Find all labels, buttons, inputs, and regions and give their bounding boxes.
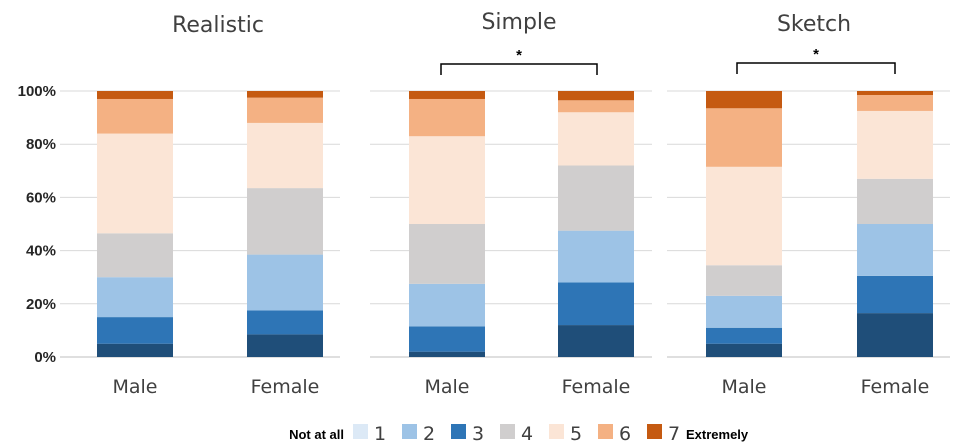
bar-segment-simple-female-5 <box>558 165 634 231</box>
legend-swatch-1 <box>353 424 368 439</box>
bar-segment-simple-female-3 <box>558 282 634 326</box>
y-tick-label: 60% <box>26 189 56 206</box>
legend-label-4: 4 <box>521 423 533 445</box>
bar-segment-realistic-female-7 <box>247 97 323 123</box>
bar-segment-simple-male-5 <box>409 224 485 284</box>
category-label-realistic-female: Female <box>251 376 320 398</box>
category-label-simple-female: Female <box>562 376 631 398</box>
bar-segment-simple-female-2 <box>558 325 634 357</box>
y-tick-label: 0% <box>34 349 56 366</box>
bar-segment-sketch-female-4 <box>857 224 933 276</box>
significance-marker-simple: * <box>516 47 522 64</box>
bar-segment-simple-male-3 <box>409 326 485 352</box>
bar-segment-sketch-female-5 <box>857 178 933 224</box>
bar-segment-realistic-male-7 <box>97 98 173 134</box>
category-label-realistic-male: Male <box>112 376 157 398</box>
bar-segment-sketch-male-2 <box>706 343 782 357</box>
bar-segment-simple-male-8 <box>409 91 485 99</box>
bar-layer <box>97 91 933 357</box>
legend-label-7: 7 <box>668 423 680 445</box>
bar-segment-realistic-female-3 <box>247 310 323 335</box>
category-label-sketch-female: Female <box>861 376 930 398</box>
significance-bracket-sketch: * <box>736 46 896 74</box>
legend-swatch-2 <box>402 424 417 439</box>
bar-segment-sketch-female-7 <box>857 94 933 111</box>
legend-label-6: 6 <box>619 423 631 445</box>
panel-title-realistic: Realistic <box>172 13 264 38</box>
y-tick-label: 100% <box>18 83 56 100</box>
significance-marker-sketch: * <box>813 46 819 63</box>
bar-segment-sketch-male-8 <box>706 91 782 109</box>
legend-swatch-4 <box>500 424 515 439</box>
y-tick-label: 80% <box>26 136 56 153</box>
bar-segment-realistic-female-8 <box>247 91 323 98</box>
legend-swatch-6 <box>598 424 613 439</box>
bar-segment-realistic-male-3 <box>97 317 173 344</box>
bar-segment-realistic-male-4 <box>97 277 173 318</box>
bar-segment-realistic-female-2 <box>247 334 323 357</box>
bar-segment-sketch-female-3 <box>857 275 933 314</box>
bar-segment-realistic-female-6 <box>247 122 323 189</box>
panel-title-sketch: Sketch <box>777 12 851 37</box>
legend: Not at all 1 2 3 4 5 6 7 Extremely <box>289 423 749 445</box>
legend-end-label: Extremely <box>686 427 749 442</box>
legend-start-label: Not at all <box>289 427 344 442</box>
bar-segment-simple-male-4 <box>409 283 485 327</box>
bar-segment-realistic-male-5 <box>97 233 173 278</box>
bar-segment-simple-female-6 <box>558 112 634 166</box>
bar-segment-simple-male-6 <box>409 136 485 224</box>
bar-segment-sketch-female-8 <box>857 91 933 95</box>
category-label-sketch-male: Male <box>721 376 766 398</box>
bar-segment-sketch-female-6 <box>857 110 933 179</box>
bar-segment-realistic-female-4 <box>247 254 323 311</box>
panel-title-simple: Simple <box>481 10 556 35</box>
bar-segment-realistic-male-8 <box>97 91 173 99</box>
bar-segment-simple-male-2 <box>409 351 485 357</box>
bar-segment-sketch-male-3 <box>706 327 782 344</box>
bar-segment-simple-female-8 <box>558 91 634 101</box>
bar-segment-realistic-female-5 <box>247 188 323 255</box>
bar-segment-realistic-male-6 <box>97 133 173 234</box>
legend-label-2: 2 <box>423 423 435 445</box>
bar-segment-simple-female-7 <box>558 100 634 113</box>
bar-segment-sketch-male-5 <box>706 265 782 296</box>
bar-segment-simple-male-7 <box>409 98 485 137</box>
legend-swatch-7 <box>647 424 662 439</box>
y-tick-label: 20% <box>26 296 56 313</box>
bar-segment-sketch-male-7 <box>706 108 782 167</box>
bar-segment-simple-female-4 <box>558 230 634 283</box>
legend-label-5: 5 <box>570 423 582 445</box>
bar-segment-realistic-male-2 <box>97 343 173 357</box>
legend-label-3: 3 <box>472 423 484 445</box>
legend-label-1: 1 <box>374 423 386 445</box>
bar-segment-sketch-female-2 <box>857 313 933 357</box>
legend-swatch-5 <box>549 424 564 439</box>
category-label-simple-male: Male <box>424 376 469 398</box>
bar-segment-sketch-male-4 <box>706 295 782 328</box>
bar-segment-sketch-male-6 <box>706 166 782 266</box>
significance-bracket-simple: * <box>440 47 598 75</box>
y-axis-tick-labels: 0% 20% 40% 60% 80% 100% <box>18 83 56 366</box>
legend-swatch-3 <box>451 424 466 439</box>
y-tick-label: 40% <box>26 243 56 260</box>
gridline-layer <box>60 90 950 358</box>
